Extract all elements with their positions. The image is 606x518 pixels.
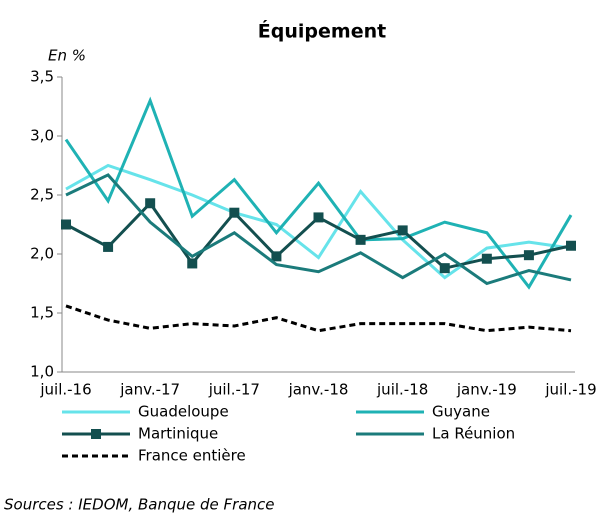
y-tick-label: 3,0 [30,127,54,145]
marker [145,198,156,209]
chart-title: Équipement [258,20,386,43]
x-tick-label: janv.-19 [456,381,517,399]
y-tick-label: 2,5 [30,186,54,204]
marker [229,207,240,218]
marker [481,253,492,264]
y-axis-label: En % [48,47,86,65]
marker [397,225,408,236]
x-tick-label: juil.-17 [208,381,260,399]
marker [61,219,71,230]
y-tick-label: 3,5 [30,68,54,86]
marker [271,251,282,262]
marker [313,212,324,223]
marker [566,240,576,251]
marker [523,250,534,261]
y-tick-label: 1,5 [30,304,54,322]
legend-label: Guadeloupe [138,403,229,421]
legend-label: Martinique [138,425,218,443]
legend-label: La Réunion [432,425,515,443]
marker [355,234,366,245]
y-tick-label: 2,0 [30,245,54,263]
series-line [64,96,573,290]
legend-label: Guyane [432,403,490,421]
x-tick-label: janv.-18 [288,381,349,399]
x-tick-label: juil.-18 [376,381,428,399]
x-tick-label: janv.-17 [119,381,180,399]
legend-marker [91,429,101,439]
marker [187,258,198,269]
marker [439,263,450,274]
marker [103,241,114,252]
source: Sources : IEDOM, Banque de France [4,496,275,514]
y-tick-label: 1,0 [30,363,54,381]
series-line [65,163,572,280]
legend-label: France entière [138,447,246,465]
x-tick-label: juil.-19 [544,381,596,399]
x-tick-label: juil.-16 [39,381,91,399]
series-line [65,173,572,286]
series-line [65,304,572,333]
